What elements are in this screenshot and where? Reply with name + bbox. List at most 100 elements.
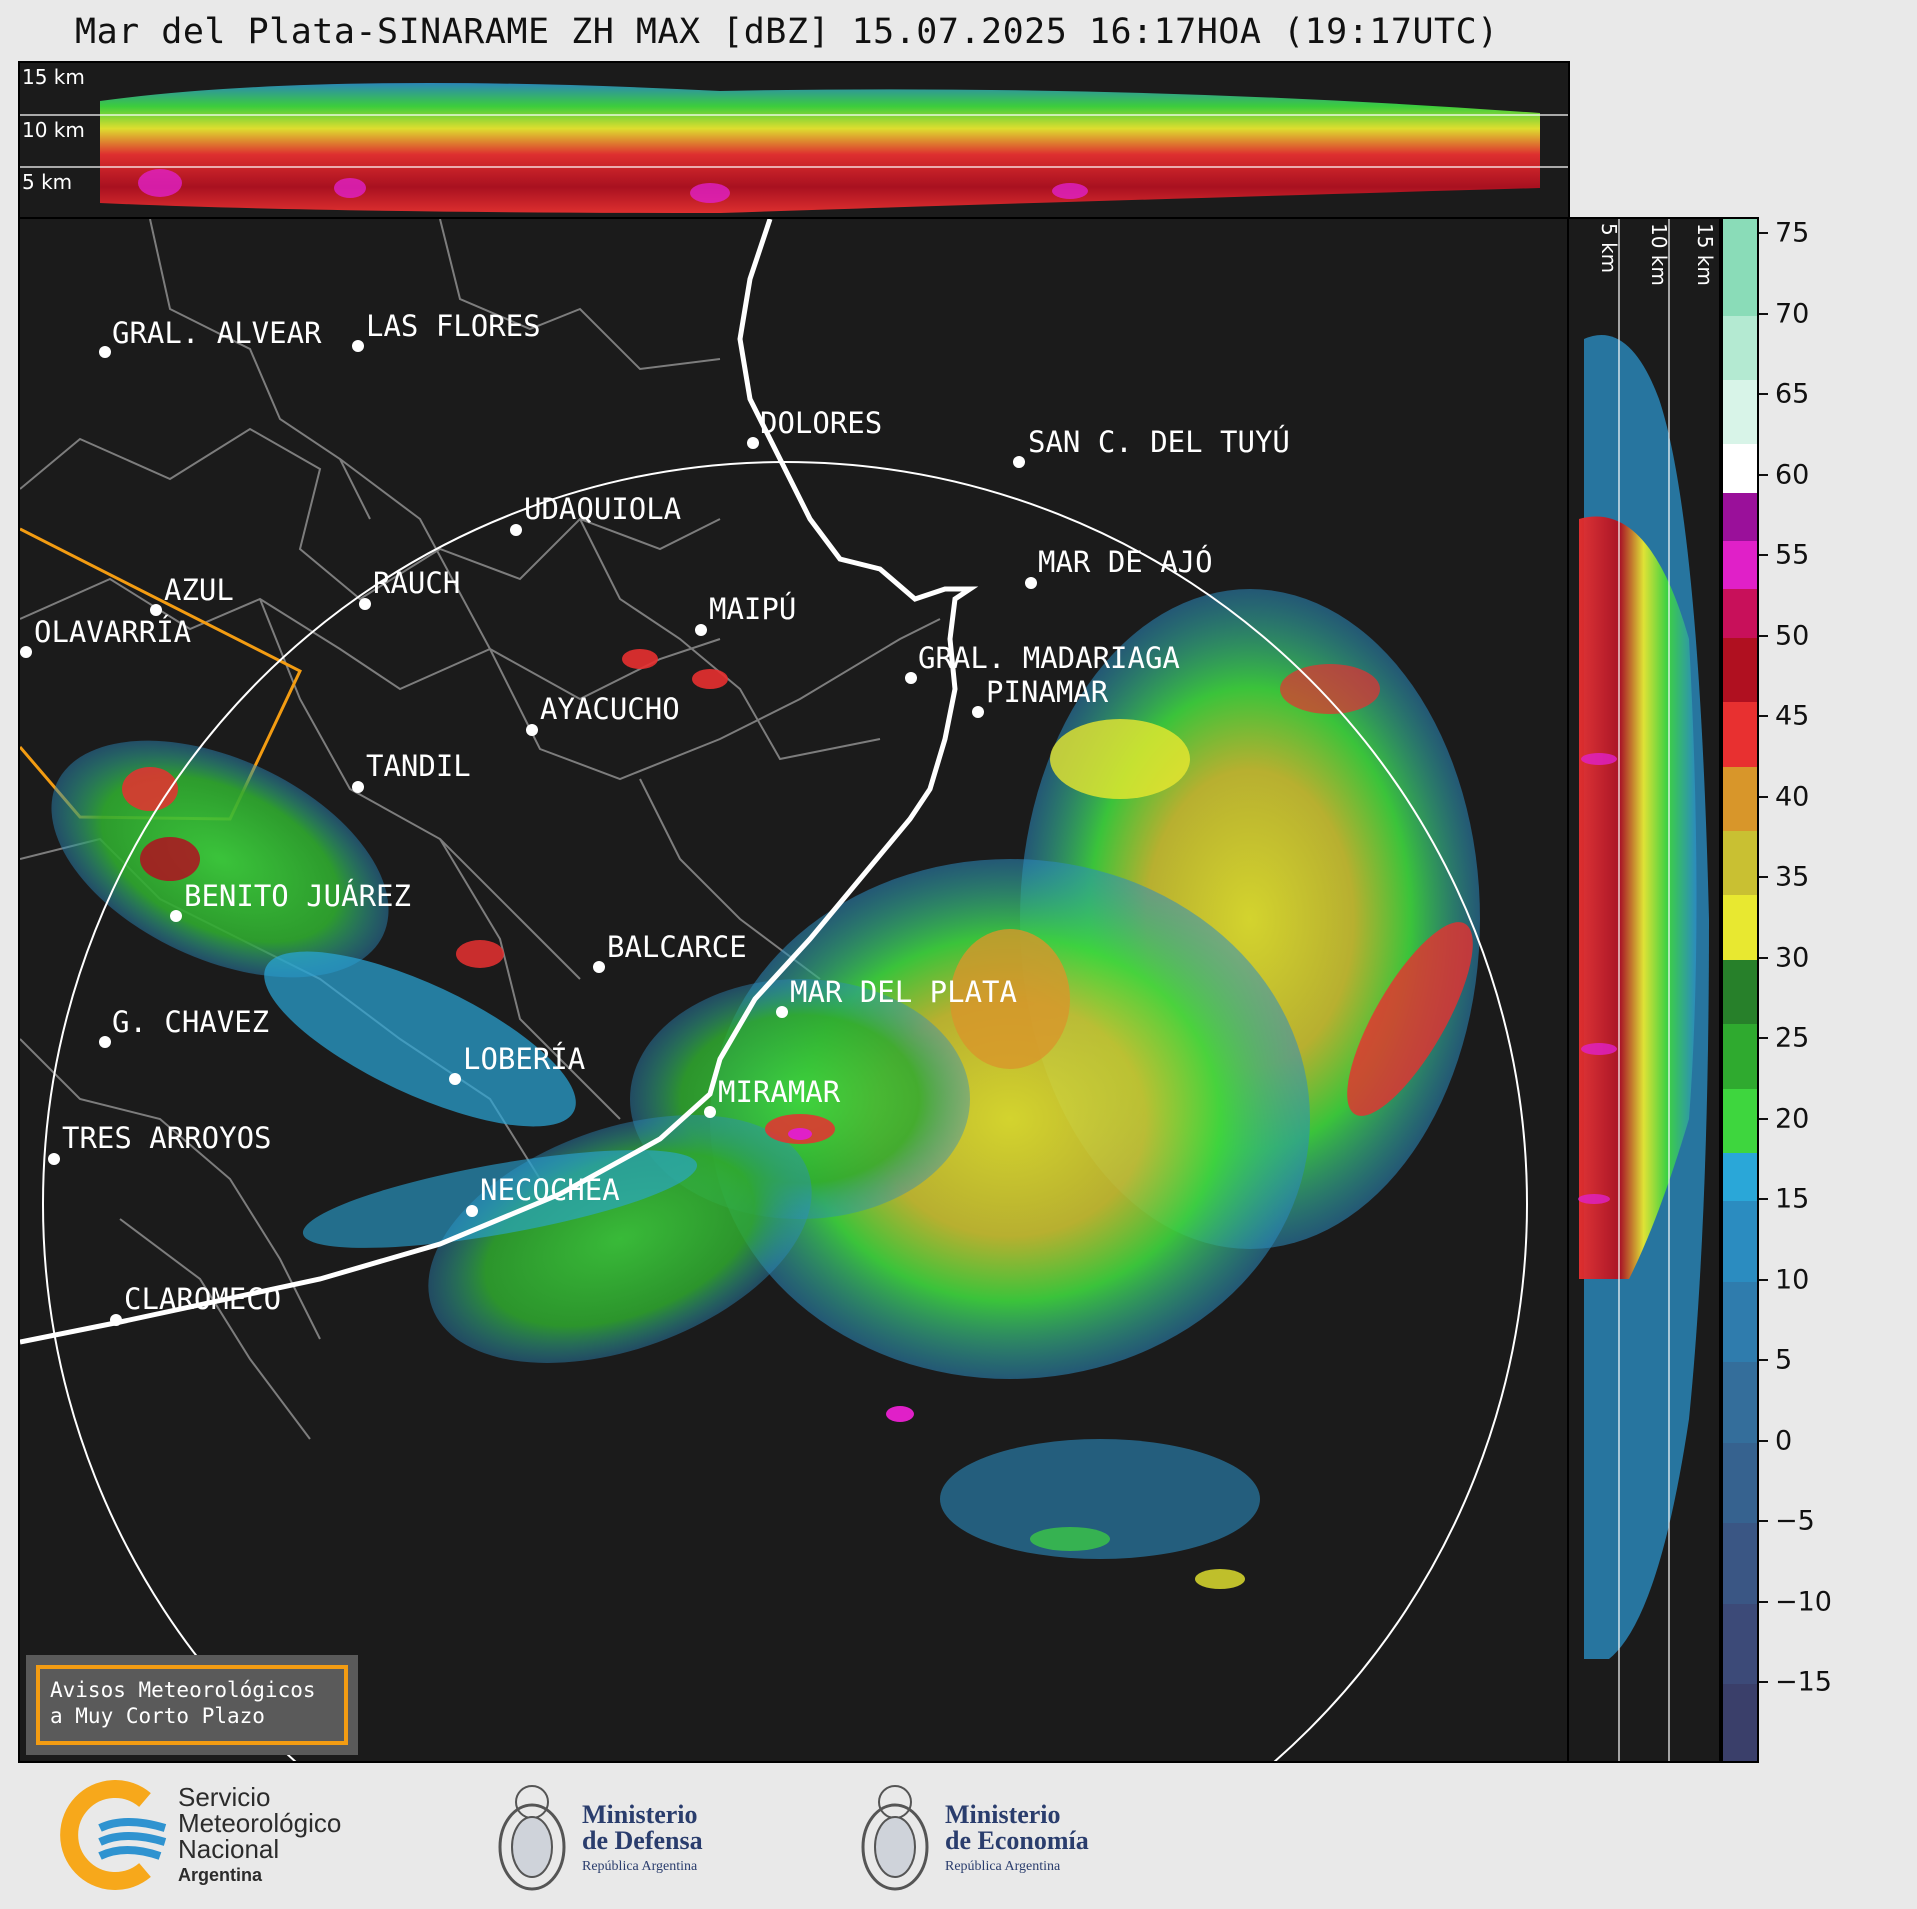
radar-map[interactable]: GRAL. ALVEAR LAS FLORES DOLORES SAN C. D… xyxy=(18,217,1570,1763)
city-las-flores: LAS FLORES xyxy=(366,309,541,343)
colorbar-tick-mark xyxy=(1759,1681,1768,1684)
city-san-c-del-tuyu: SAN C. DEL TUYÚ xyxy=(1028,425,1290,459)
colorbar-segment xyxy=(1723,1684,1757,1761)
page-title: Mar del Plata-SINARAME ZH MAX [dBZ] 15.0… xyxy=(75,12,1499,52)
city-gral-alvear: GRAL. ALVEAR xyxy=(112,316,322,350)
colorbar-segment xyxy=(1723,315,1757,381)
city-ayacucho: AYACUCHO xyxy=(540,692,680,726)
colorbar-tick-label: 60 xyxy=(1775,459,1810,491)
colorbar-tick-mark xyxy=(1759,795,1768,798)
colorbar-segment xyxy=(1723,380,1757,445)
legend-line1: Avisos Meteorológicos xyxy=(50,1678,316,1702)
defensa-line1: Ministerio xyxy=(582,1800,698,1829)
city-udaquiola: UDAQUIOLA xyxy=(524,492,681,526)
colorbar-tick-label: 70 xyxy=(1775,298,1810,330)
warnings-legend-button[interactable]: Avisos Meteorológicos a Muy Corto Plazo xyxy=(26,1655,358,1755)
colorbar-tick-label: 5 xyxy=(1775,1344,1793,1376)
warnings-legend-inner: Avisos Meteorológicos a Muy Corto Plazo xyxy=(36,1665,348,1745)
colorbar-segment xyxy=(1723,1523,1757,1604)
city-gral-madariaga: GRAL. MADARIAGA xyxy=(918,641,1180,675)
colorbar-tick-label: 30 xyxy=(1775,942,1810,974)
colorbar-segment xyxy=(1723,637,1757,703)
precipitation-echoes xyxy=(51,589,1480,1589)
colorbar-tick-label: 10 xyxy=(1775,1264,1810,1296)
top-cross-section: 15 km 10 km 5 km xyxy=(18,61,1570,219)
alt-label-10km-right: 10 km xyxy=(1647,223,1671,286)
city-g-chavez: G. CHAVEZ xyxy=(112,1005,269,1039)
colorbar-tick-label: 35 xyxy=(1775,861,1810,893)
smn-logo-icon xyxy=(60,1780,167,1890)
city-tres-arroyos: TRES ARROYOS xyxy=(62,1121,272,1155)
city-olavarria: OLAVARRÍA xyxy=(34,615,191,649)
colorbar-tick-label: 20 xyxy=(1775,1103,1810,1135)
legend-line2: a Muy Corto Plazo xyxy=(50,1704,265,1728)
economia-line2: de Economía xyxy=(945,1826,1089,1855)
colorbar-tick-mark xyxy=(1759,1037,1768,1040)
defensa-logo: Ministerio de Defensa República Argentin… xyxy=(492,1772,752,1897)
colorbar-tick-label: 0 xyxy=(1775,1425,1793,1457)
colorbar-tick-label: 45 xyxy=(1775,700,1810,732)
colorbar-tick-label: 25 xyxy=(1775,1022,1810,1054)
city-labels: GRAL. ALVEAR LAS FLORES DOLORES SAN C. D… xyxy=(34,309,1290,1316)
city-benito-juarez: BENITO JUÁREZ xyxy=(184,879,411,913)
colorbar-segment xyxy=(1723,1201,1757,1282)
colorbar-tick-label: 15 xyxy=(1775,1183,1810,1215)
colorbar-segment xyxy=(1723,589,1757,638)
right-cross-section-svg xyxy=(1578,219,1709,1761)
colorbar-tick-mark xyxy=(1759,1359,1768,1362)
defensa-line3: República Argentina xyxy=(582,1859,698,1874)
colorbar-segment xyxy=(1723,541,1757,590)
colorbar-segment xyxy=(1723,444,1757,493)
economia-line1: Ministerio xyxy=(945,1800,1061,1829)
colorbar-tick-label: −10 xyxy=(1775,1586,1832,1618)
city-necochea: NECOCHEA xyxy=(480,1173,620,1207)
colorbar-tick-mark xyxy=(1759,1117,1768,1120)
colorbar-tick-mark xyxy=(1759,1198,1768,1201)
colorbar-tick-label: 50 xyxy=(1775,620,1810,652)
city-azul: AZUL xyxy=(164,573,234,607)
colorbar-tick-mark xyxy=(1759,554,1768,557)
colorbar-segment xyxy=(1723,1088,1757,1154)
colorbar-segment xyxy=(1723,766,1757,831)
city-dolores: DOLORES xyxy=(760,406,882,440)
smn-logo: Servicio Meteorológico Nacional Argentin… xyxy=(55,1780,395,1890)
colorbar-tick-label: 65 xyxy=(1775,378,1810,410)
colorbar-tick-mark xyxy=(1759,232,1768,235)
city-miramar: MIRAMAR xyxy=(718,1075,841,1109)
alt-label-10km: 10 km xyxy=(22,118,85,142)
economia-logo: Ministerio de Economía República Argenti… xyxy=(855,1772,1135,1897)
smn-line1: Servicio xyxy=(178,1782,271,1812)
radar-map-svg: GRAL. ALVEAR LAS FLORES DOLORES SAN C. D… xyxy=(20,219,1528,1761)
colorbar-tick-mark xyxy=(1759,715,1768,718)
economia-line3: República Argentina xyxy=(945,1859,1061,1874)
colorbar-segment xyxy=(1723,1024,1757,1089)
colorbar-segment xyxy=(1723,1153,1757,1202)
city-rauch: RAUCH xyxy=(373,566,460,600)
city-markers xyxy=(20,340,1037,1326)
smn-line2: Meteorológico xyxy=(178,1808,342,1838)
colorbar-segment xyxy=(1723,1603,1757,1685)
colorbar-segment xyxy=(1723,1281,1757,1363)
colorbar-segment xyxy=(1723,959,1757,1025)
colorbar-tick-mark xyxy=(1759,956,1768,959)
colorbar-tick-label: −5 xyxy=(1775,1505,1815,1537)
district-boundaries xyxy=(20,219,941,1440)
colorbar-segment xyxy=(1723,895,1757,960)
top-cross-section-svg xyxy=(20,83,1568,213)
colorbar-segment xyxy=(1723,1362,1757,1443)
city-mar-de-ajo: MAR DE AJÓ xyxy=(1038,545,1213,579)
alt-label-5km: 5 km xyxy=(22,170,73,194)
colorbar-tick-label: 55 xyxy=(1775,539,1810,571)
city-pinamar: PINAMAR xyxy=(986,675,1109,709)
colorbar-segment xyxy=(1723,219,1757,316)
alt-label-5km-right: 5 km xyxy=(1597,223,1621,274)
colorbar-tick-label: −15 xyxy=(1775,1666,1832,1698)
defensa-line2: de Defensa xyxy=(582,1826,703,1855)
shield-icon xyxy=(861,1785,929,1891)
right-cross-section: 5 km 10 km 15 km xyxy=(1567,217,1721,1763)
colorbar xyxy=(1721,217,1759,1763)
colorbar-tick-mark xyxy=(1759,393,1768,396)
city-maipu: MAIPÚ xyxy=(709,592,796,626)
colorbar-tick-mark xyxy=(1759,312,1768,315)
smn-line3: Nacional xyxy=(178,1834,280,1864)
